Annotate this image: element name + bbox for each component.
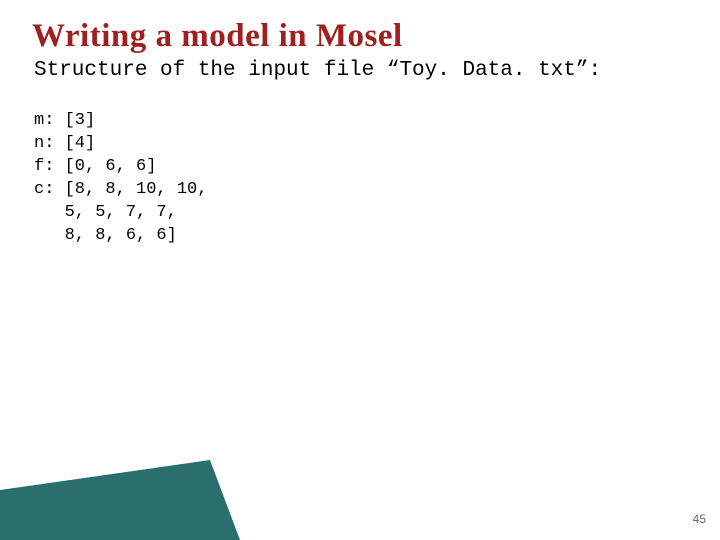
code-block: m: [3] n: [4] f: [0, 6, 6] c: [8, 8, 10,… [34, 110, 692, 248]
code-line: 8, 8, 6, 6] [34, 225, 692, 248]
page-number: 45 [693, 512, 706, 526]
page-title: Writing a model in Mosel [32, 18, 692, 55]
code-line: f: [0, 6, 6] [34, 156, 692, 179]
corner-decoration [0, 460, 240, 540]
code-line: n: [4] [34, 133, 692, 156]
code-line: 5, 5, 7, 7, [34, 202, 692, 225]
code-line: c: [8, 8, 10, 10, [34, 179, 692, 202]
page-subtitle: Structure of the input file “Toy. Data. … [34, 59, 692, 82]
slide-container: Writing a model in Mosel Structure of th… [0, 0, 720, 540]
code-line: m: [3] [34, 110, 692, 133]
